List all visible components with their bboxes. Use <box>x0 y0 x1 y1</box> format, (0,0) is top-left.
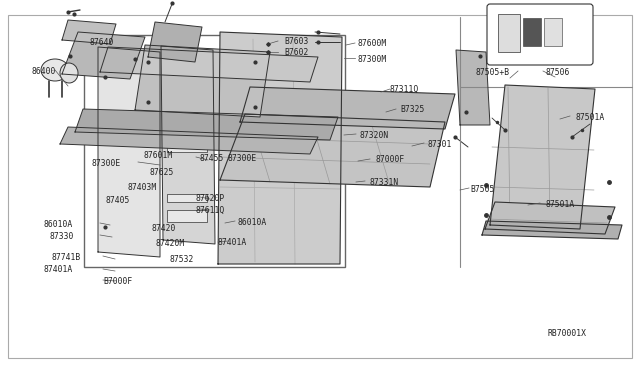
Ellipse shape <box>41 59 69 81</box>
Polygon shape <box>161 46 215 244</box>
Text: 87640: 87640 <box>90 38 115 46</box>
Text: 87420M: 87420M <box>155 240 184 248</box>
Text: 86400: 86400 <box>32 67 56 76</box>
Text: 87331N: 87331N <box>370 177 399 186</box>
Text: 87300E: 87300E <box>92 158 121 167</box>
Text: 87301: 87301 <box>427 140 451 148</box>
Text: B7325: B7325 <box>400 105 424 113</box>
Polygon shape <box>62 20 116 44</box>
Ellipse shape <box>60 63 78 83</box>
Text: 87505+B: 87505+B <box>475 67 509 77</box>
Text: 87330: 87330 <box>50 231 74 241</box>
Text: 87403M: 87403M <box>128 183 157 192</box>
Polygon shape <box>75 109 338 140</box>
Text: 87405: 87405 <box>105 196 129 205</box>
Text: 87420: 87420 <box>152 224 177 232</box>
Polygon shape <box>60 127 318 154</box>
Text: B7000F: B7000F <box>103 278 132 286</box>
Polygon shape <box>485 202 615 234</box>
Polygon shape <box>148 22 202 62</box>
Bar <box>523 18 541 46</box>
Bar <box>167 194 207 202</box>
Text: 87601M: 87601M <box>143 151 172 160</box>
Text: 87000F: 87000F <box>375 154 404 164</box>
FancyBboxPatch shape <box>487 4 593 65</box>
Polygon shape <box>240 87 455 129</box>
Polygon shape <box>218 32 342 264</box>
Text: 87320N: 87320N <box>360 131 389 140</box>
Text: 87611Q: 87611Q <box>195 205 224 215</box>
Polygon shape <box>135 45 270 117</box>
Bar <box>167 92 207 152</box>
Text: 87401A: 87401A <box>218 237 247 247</box>
Text: 87300M: 87300M <box>358 55 387 64</box>
Polygon shape <box>490 85 595 229</box>
Text: 87401A: 87401A <box>44 266 73 275</box>
Text: 87620P: 87620P <box>195 193 224 202</box>
Text: B7505: B7505 <box>470 185 494 193</box>
Text: 87741B: 87741B <box>52 253 81 262</box>
Text: 87455: 87455 <box>200 154 225 163</box>
Bar <box>544 18 562 46</box>
Bar <box>498 14 520 52</box>
Text: 87501A: 87501A <box>545 199 574 208</box>
Bar <box>167 210 207 222</box>
Text: B7603: B7603 <box>284 36 308 45</box>
Text: 87311Q: 87311Q <box>390 84 419 93</box>
Text: 87506: 87506 <box>545 67 570 77</box>
Text: 86010A: 86010A <box>238 218 268 227</box>
Text: 87625: 87625 <box>150 167 174 176</box>
Polygon shape <box>98 47 160 257</box>
Polygon shape <box>62 32 145 79</box>
Polygon shape <box>220 114 445 187</box>
Polygon shape <box>100 47 318 82</box>
Text: 86010A: 86010A <box>44 219 73 228</box>
Text: 87532: 87532 <box>170 254 195 263</box>
Text: 87300E: 87300E <box>228 154 257 163</box>
Text: 87600M: 87600M <box>358 38 387 48</box>
Text: RB70001X: RB70001X <box>548 330 587 339</box>
Text: B7602: B7602 <box>284 48 308 57</box>
Bar <box>84 35 345 267</box>
Polygon shape <box>482 221 622 239</box>
Text: 87501A: 87501A <box>576 112 605 122</box>
Polygon shape <box>456 50 490 125</box>
